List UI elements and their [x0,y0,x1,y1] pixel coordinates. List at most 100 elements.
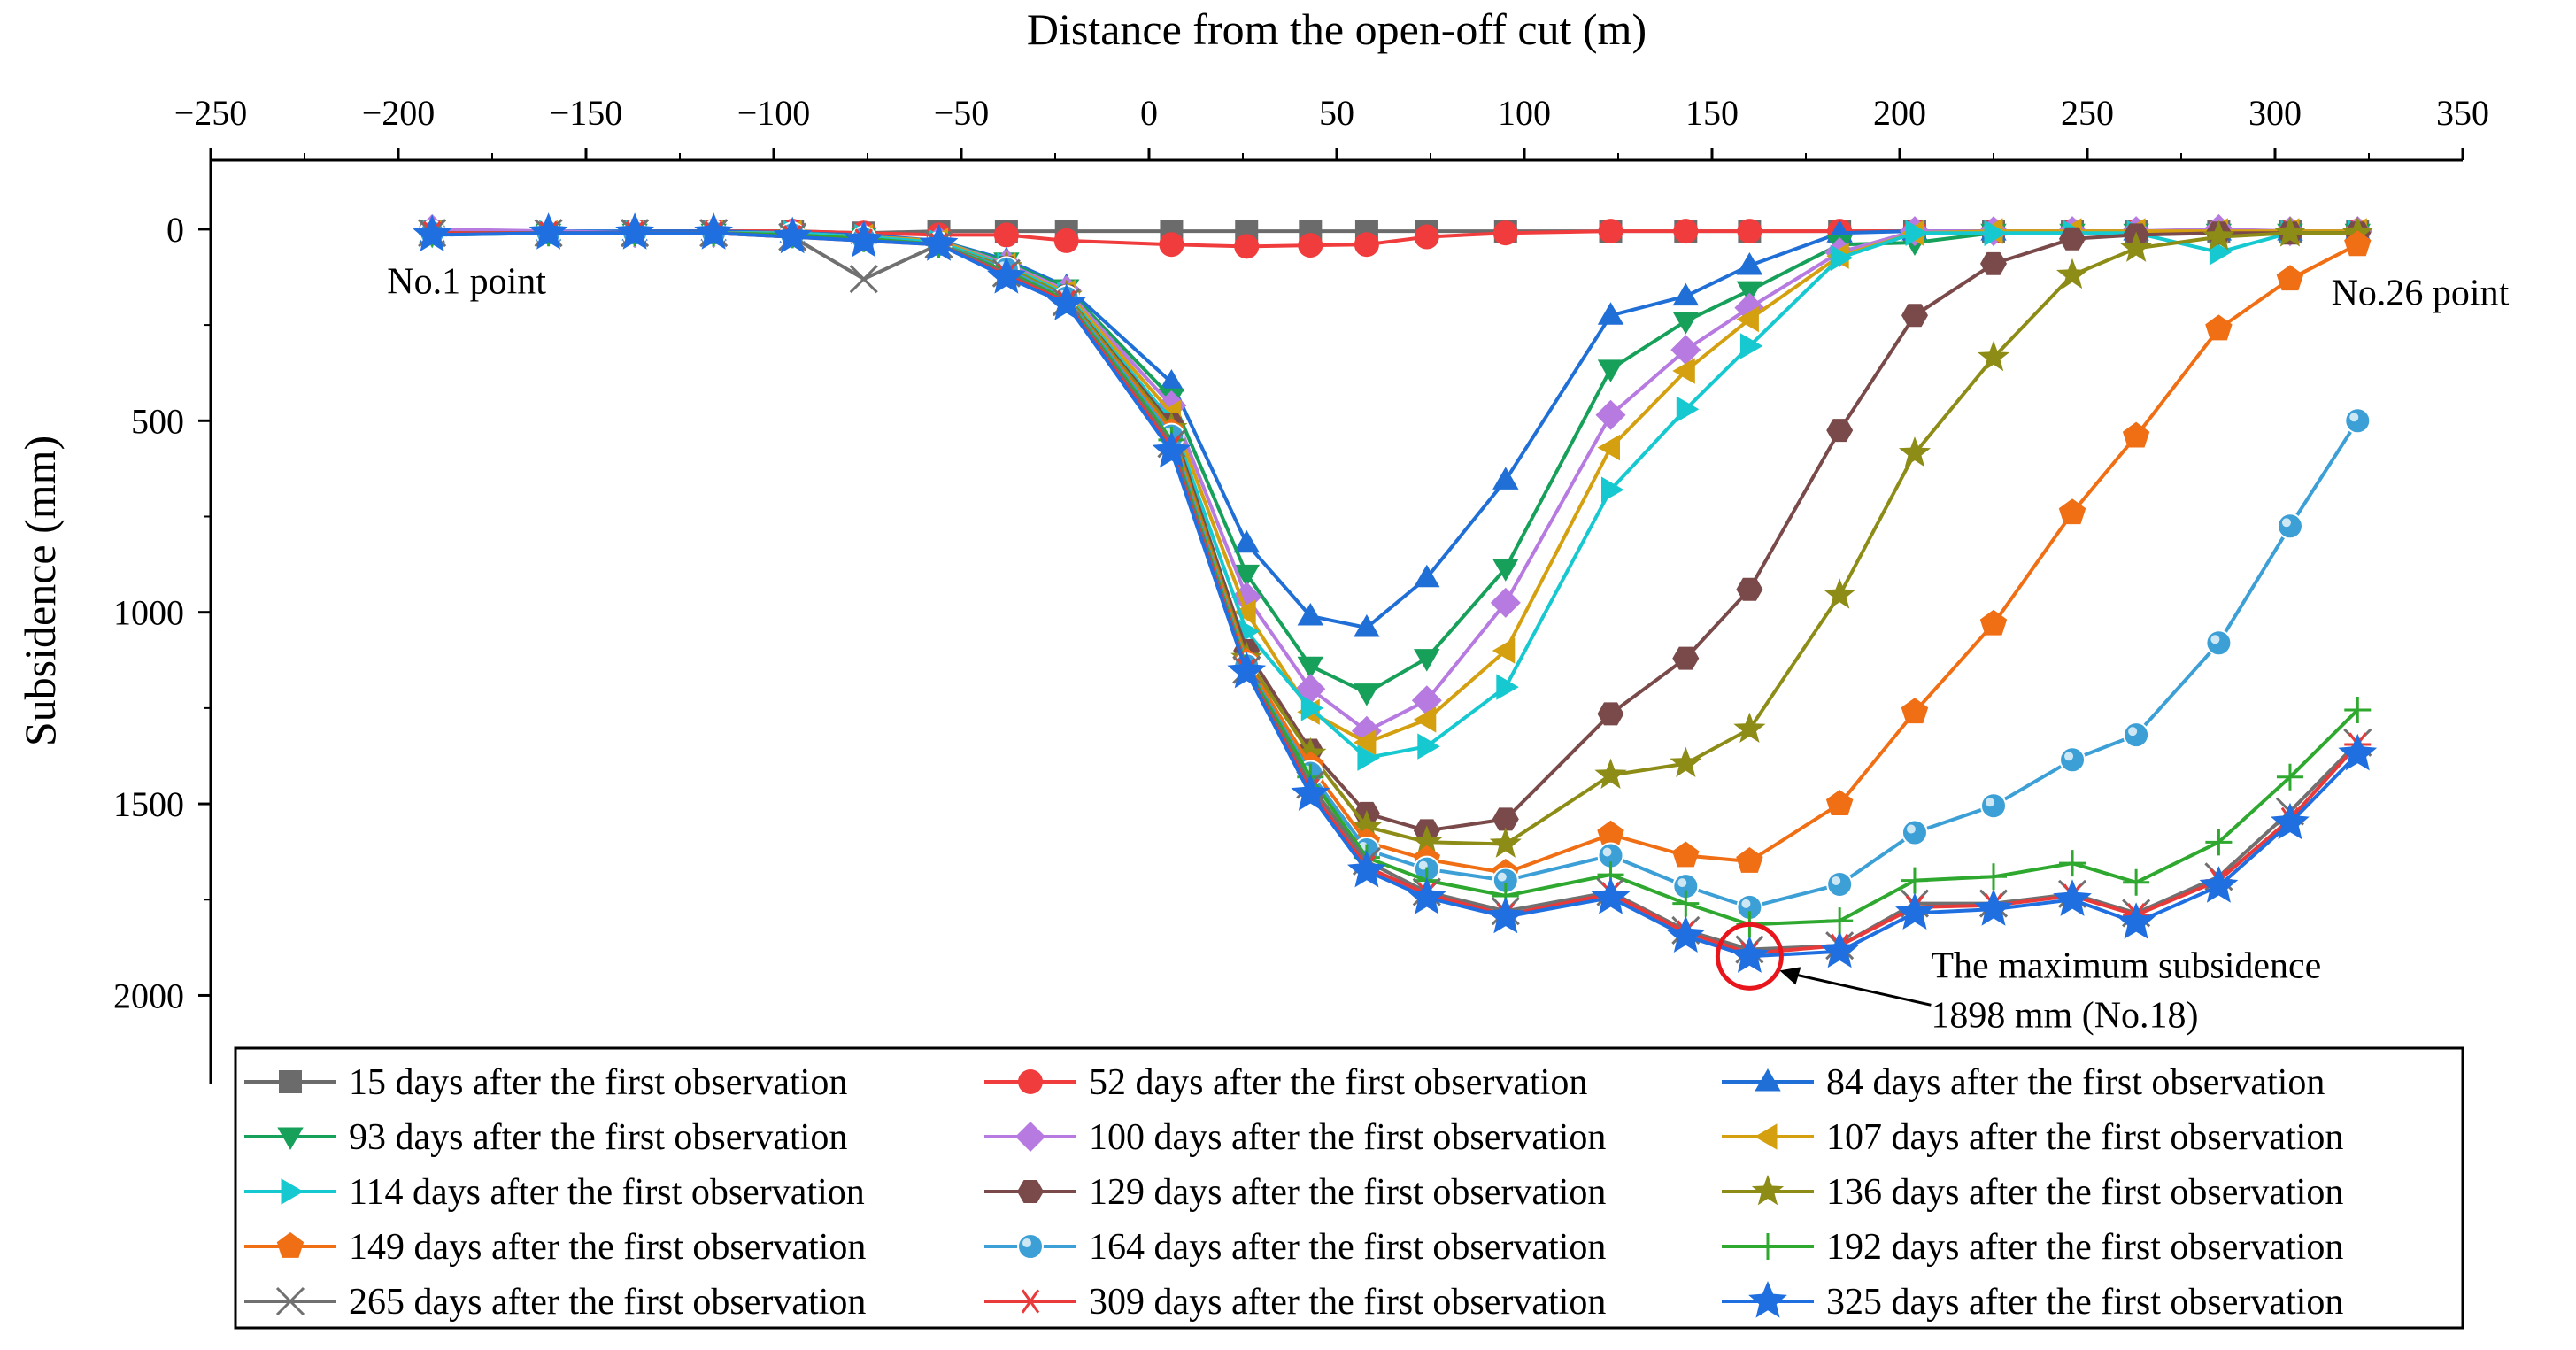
data-point [1898,436,1931,467]
y-tick-label: 1500 [113,784,184,824]
legend-marker [1748,1281,1787,1318]
legend-item: 325 days after the first observation [1722,1281,2343,1323]
legend-marker [1017,1180,1044,1203]
legend-box [234,1046,2464,1330]
max-subsidence-circle [1715,922,1784,991]
data-point [1830,244,1854,272]
series-line [432,231,2359,952]
data-point [2123,868,2150,896]
data-point [1410,825,1443,856]
x-tick-label: 50 [1319,93,1354,133]
data-point [1672,358,1695,384]
annotation-arrow-head [1779,967,1801,985]
x-tick-label: 250 [2061,93,2114,133]
data-point [1291,774,1330,811]
data-point [2123,721,2150,749]
y-tick-label: 1000 [113,593,184,633]
legend-label: 164 days after the first observation [1089,1227,1606,1268]
legend-label: 309 days after the first observation [1089,1282,1606,1323]
x-axis-title: Distance from the open-off cut (m) [1027,4,1647,54]
legend-label: 84 days after the first observation [1826,1062,2325,1103]
legend-item: 149 days after the first observation [244,1227,866,1268]
data-point [1980,251,2007,275]
y-axis-title: Subsidence (mm) [15,436,65,746]
data-point [1826,907,1854,935]
x-tick-label: −150 [550,93,623,133]
x-tick-label: 150 [1685,93,1739,133]
data-point [993,222,1019,248]
data-point [1739,333,1763,359]
y-tick-label: 0 [166,210,184,250]
data-point [1673,219,1699,244]
data-point [2271,802,2310,840]
series-line [432,231,2359,959]
data-point [1597,434,1620,461]
legend-marker [1755,1123,1778,1150]
data-point [1597,359,1624,382]
data-point-highlight [2064,752,2074,761]
data-point [2120,231,2153,262]
annotation-no1-point: No.1 point [387,261,546,302]
legend-label: 192 days after the first observation [1826,1227,2343,1268]
annotation-max-subsidence: The maximum subsidence [1931,945,2321,986]
data-point [1492,559,1519,582]
legend-marker [1017,1289,1044,1314]
data-point [1736,305,1759,333]
data-point [528,212,568,250]
data-point [2205,629,2233,657]
data-point [1407,877,1446,914]
data-point [2276,513,2303,540]
data-point [1357,744,1380,771]
data-point [2344,230,2372,257]
data-point [1496,674,1519,700]
legend-marker [1751,1175,1785,1206]
data-point [1492,637,1516,664]
legend-label: 114 days after the first observation [349,1172,865,1213]
data-point [1233,564,1260,588]
data-point [1595,399,1626,430]
series-line [432,231,2359,909]
data-point-highlight [2128,727,2138,737]
x-tick-label: −250 [174,93,248,133]
series-14 [419,220,2372,966]
data-point [1353,729,1377,756]
data-point [1350,810,1383,841]
annotation-max-subsidence-value: 1898 mm (No.18) [1931,995,2198,1036]
legend-item: 107 days after the first observation [1722,1117,2343,1158]
data-point [1597,702,1624,726]
data-point [1233,599,1256,626]
data-point [1053,228,1079,253]
legend-item: 52 days after the first observation [984,1062,1587,1103]
legend-label: 149 days after the first observation [349,1227,866,1268]
legend-item: 15 days after the first observation [244,1062,847,1103]
legend-marker-highlight [1022,1238,1031,1247]
data-point [1227,651,1267,689]
data-point [849,265,878,294]
data-point [1977,340,2010,372]
ticks: −250 −200 −150 −100 −50 0 50 100 150 200 250 300 350… [113,93,2489,1015]
data-point [2276,265,2304,291]
data-point [1895,892,1934,930]
annotation-no26-point: No.26 point [2332,273,2510,313]
series-7 [422,220,2372,771]
x-tick-label: 350 [2436,93,2489,133]
data-point [1158,369,1185,392]
data-point [1297,656,1323,680]
legend-marker [1018,1069,1043,1094]
data-point [1233,529,1260,553]
legend-item: 93 days after the first observation [244,1117,847,1158]
x-tick-label: 100 [1498,93,1551,133]
data-point [1413,706,1437,733]
data-point [1730,936,1770,973]
data-point [1672,282,1699,306]
series-layer [413,212,2378,973]
data-point [1414,649,1440,672]
x-tick-label: −200 [362,93,436,133]
data-point [1672,312,1699,335]
data-point [1901,867,1928,894]
legend-label: 15 days after the first observation [349,1062,847,1103]
data-point [1414,564,1440,588]
data-point [1826,870,1854,898]
data-point [1676,396,1700,422]
